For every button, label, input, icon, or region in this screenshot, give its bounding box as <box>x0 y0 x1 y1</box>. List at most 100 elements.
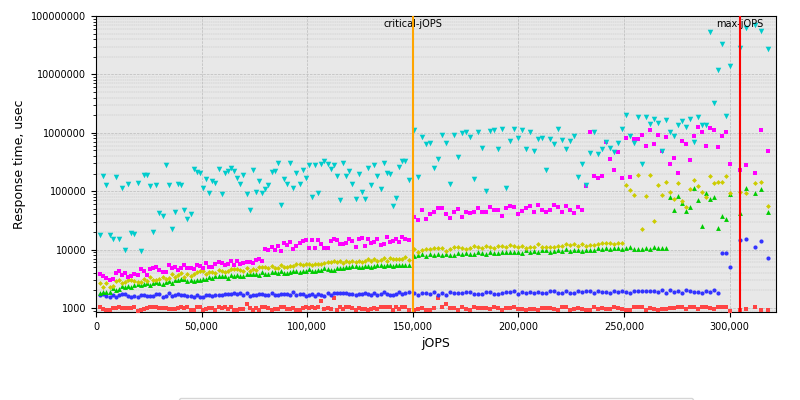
max <box>141 172 154 178</box>
median <box>299 292 312 299</box>
median <box>463 288 476 295</box>
90-th percentile <box>719 216 732 223</box>
99-th percentile <box>719 129 732 135</box>
min <box>290 306 303 313</box>
95-th percentile <box>559 241 572 247</box>
min <box>563 307 576 313</box>
90-th percentile <box>687 185 700 191</box>
95-th percentile <box>663 188 676 195</box>
max <box>118 247 131 253</box>
99-th percentile <box>118 270 131 276</box>
95-th percentile <box>100 279 113 286</box>
95-th percentile <box>243 267 256 274</box>
median <box>390 290 402 297</box>
95-th percentile <box>246 266 259 272</box>
min <box>321 304 334 311</box>
median <box>687 288 700 295</box>
min <box>691 306 704 313</box>
99-th percentile <box>122 273 134 280</box>
99-th percentile <box>499 205 512 212</box>
99-th percentile <box>240 258 253 265</box>
max <box>623 132 636 139</box>
90-th percentile <box>203 274 216 280</box>
max <box>337 159 350 166</box>
95-th percentile <box>309 261 322 267</box>
99-th percentile <box>531 202 544 208</box>
max <box>734 45 746 51</box>
90-th percentile <box>691 196 704 203</box>
min <box>571 305 584 311</box>
95-th percentile <box>350 259 362 266</box>
max <box>278 176 290 182</box>
90-th percentile <box>695 222 708 229</box>
median <box>265 290 278 296</box>
95-th percentile <box>511 244 524 250</box>
95-th percentile <box>402 256 415 263</box>
min <box>467 304 480 310</box>
median <box>619 289 632 295</box>
median <box>222 291 234 297</box>
median <box>551 290 564 296</box>
min <box>519 307 532 313</box>
min <box>212 304 225 310</box>
max <box>699 121 712 128</box>
95-th percentile <box>411 249 424 255</box>
max <box>487 127 500 134</box>
min <box>346 305 359 312</box>
99-th percentile <box>715 133 728 139</box>
99-th percentile <box>365 240 378 246</box>
99-th percentile <box>212 258 225 265</box>
max <box>203 190 216 196</box>
95-th percentile <box>355 258 368 265</box>
90-th percentile <box>209 273 222 279</box>
90-th percentile <box>116 283 129 290</box>
90-th percentile <box>194 277 206 283</box>
median <box>607 288 620 294</box>
95-th percentile <box>172 272 185 278</box>
90-th percentile <box>218 273 231 279</box>
min <box>200 305 213 312</box>
99-th percentile <box>231 258 244 264</box>
90-th percentile <box>591 245 604 252</box>
min <box>627 304 640 310</box>
median <box>197 293 210 300</box>
95-th percentile <box>103 283 116 290</box>
min <box>209 307 222 314</box>
median <box>278 290 290 297</box>
99-th percentile <box>153 267 166 274</box>
95-th percentile <box>399 254 412 260</box>
max <box>190 169 203 175</box>
99-th percentile <box>639 142 652 149</box>
min <box>122 305 134 311</box>
max <box>169 209 182 216</box>
99-th percentile <box>623 174 636 180</box>
90-th percentile <box>543 249 556 255</box>
90-th percentile <box>250 270 262 277</box>
90-th percentile <box>671 193 684 200</box>
median <box>563 290 576 297</box>
median <box>423 291 436 297</box>
median <box>755 238 768 244</box>
90-th percentile <box>327 266 340 273</box>
99-th percentile <box>695 129 708 135</box>
min <box>543 304 556 311</box>
median <box>293 291 306 297</box>
95-th percentile <box>719 173 732 179</box>
90-th percentile <box>234 272 246 279</box>
99-th percentile <box>268 247 281 253</box>
95-th percentile <box>200 271 213 277</box>
90-th percentile <box>723 190 736 197</box>
90-th percentile <box>237 273 250 280</box>
90-th percentile <box>169 277 182 284</box>
max <box>479 188 492 194</box>
min <box>703 304 716 311</box>
95-th percentile <box>287 263 300 270</box>
90-th percentile <box>318 265 331 271</box>
median <box>122 293 134 299</box>
max <box>455 130 468 137</box>
median <box>209 292 222 299</box>
99-th percentile <box>471 205 484 212</box>
99-th percentile <box>539 208 552 215</box>
max <box>411 174 424 180</box>
min <box>234 306 246 313</box>
